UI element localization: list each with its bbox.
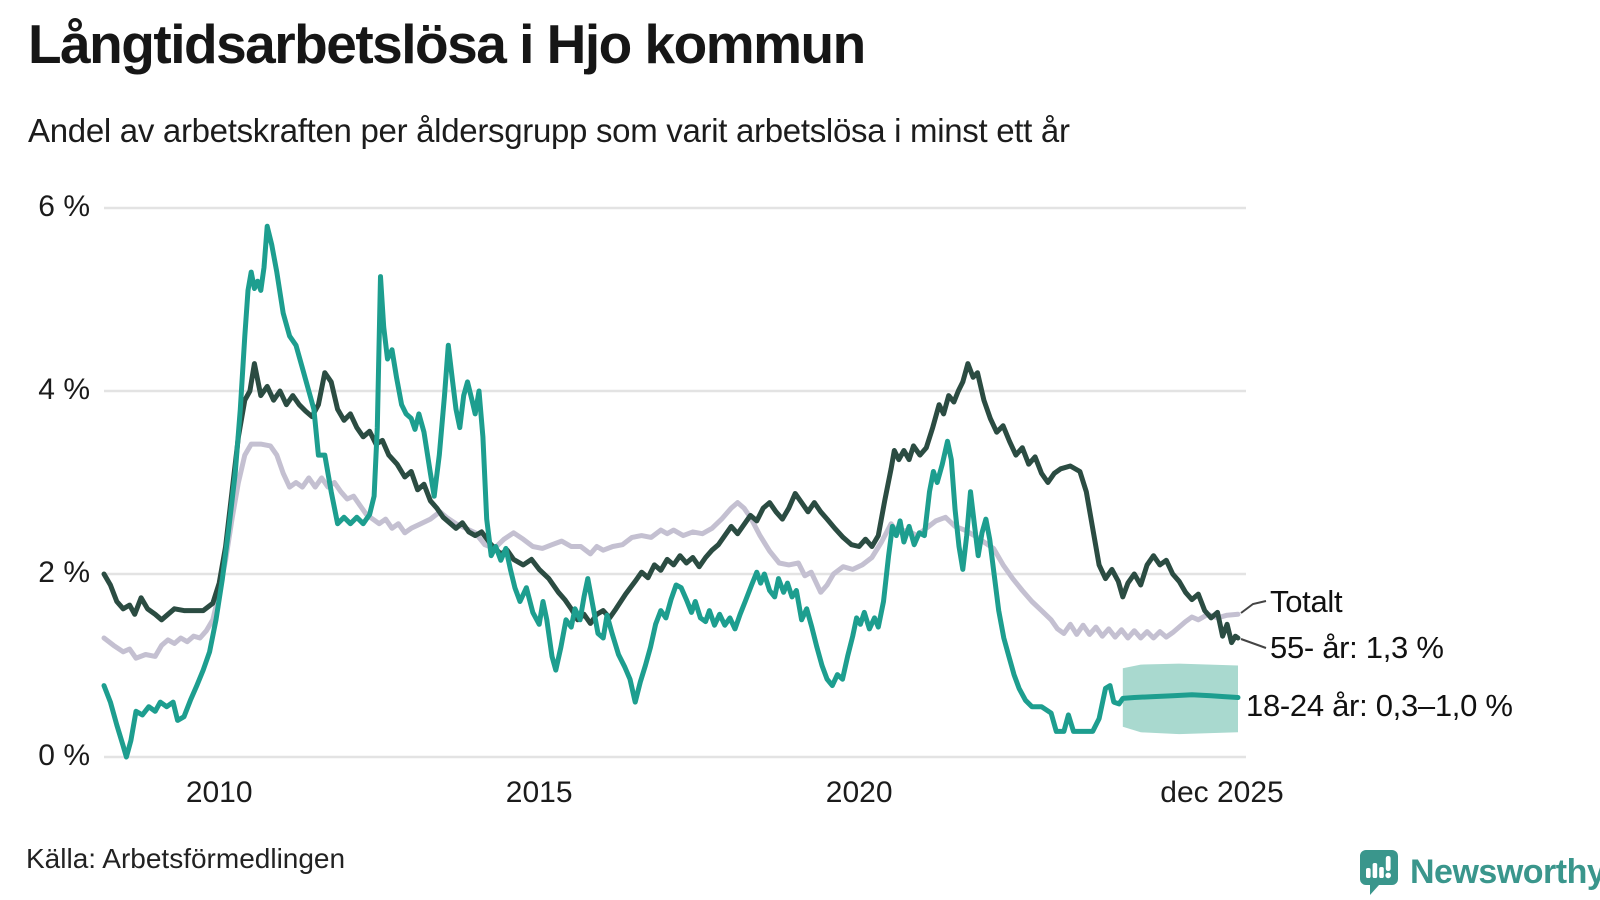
x-tick-label: 2020: [825, 776, 893, 809]
page-subtitle: Andel av arbetskraften per åldersgrupp s…: [28, 112, 1070, 149]
newsworthy-logo-icon: [1360, 850, 1398, 895]
x-tick-label: dec 2025: [1160, 776, 1284, 809]
source-note: Källa: Arbetsförmedlingen: [26, 843, 346, 874]
series-line-18-24r: [101, 223, 1241, 760]
gridlines-layer: [104, 206, 1246, 759]
y-tick-label: 6 %: [38, 190, 90, 223]
series-label-totalt: Totalt: [1270, 584, 1343, 619]
totalt-connector-line: [1240, 600, 1267, 614]
newsworthy-brand-text: Newsworthy: [1410, 852, 1600, 891]
y-tick-label: 0 %: [38, 739, 90, 772]
forecast-band-layer: [1122, 663, 1238, 735]
forecast-band-18-24: [1122, 663, 1238, 735]
newsworthy-brand: Newsworthy: [1358, 848, 1600, 896]
x-tick-label: 2015: [505, 776, 573, 809]
series-label-18-24: 18-24 år: 0,3–1,0 %: [1246, 688, 1513, 723]
y-tick-label: 4 %: [38, 373, 90, 406]
55-connector-line: [1240, 638, 1267, 649]
x-tick-label: 2010: [185, 776, 253, 809]
page-title: Långtidsarbetslösa i Hjo kommun: [28, 13, 866, 75]
series-line-55-r: [101, 361, 1241, 646]
y-tick-label: 2 %: [38, 556, 90, 589]
annotation-connectors: [1240, 600, 1267, 649]
series-line-totalt: [101, 441, 1241, 661]
series-lines-layer: [101, 223, 1241, 760]
series-label-55: 55- år: 1,3 %: [1270, 630, 1444, 665]
